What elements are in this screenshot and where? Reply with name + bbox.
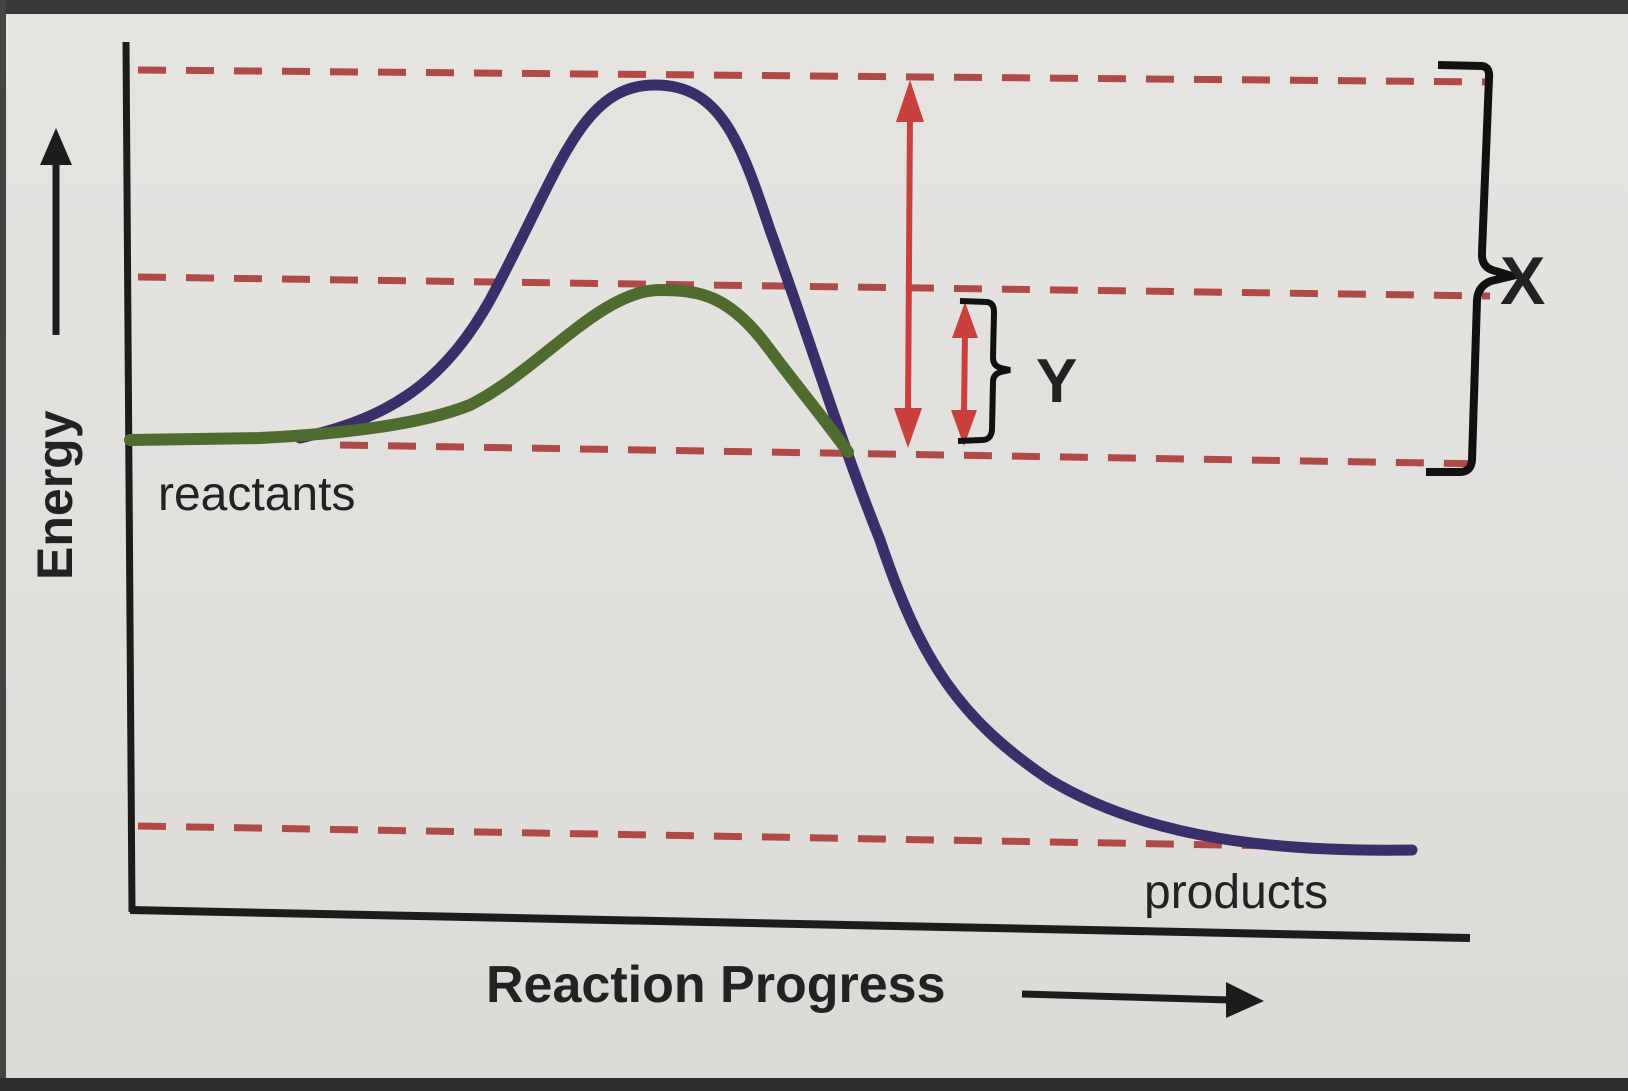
- catalyzed-curve: [124, 283, 854, 458]
- photo-border-top: [0, 0, 1628, 14]
- x-axis-label: Reaction Progress: [486, 956, 946, 1014]
- energy-axis-arrow-icon: [40, 128, 72, 335]
- bracket-y-icon: [957, 298, 1011, 444]
- products-label: products: [1144, 866, 1328, 919]
- bracket-x-icon: [1426, 61, 1528, 476]
- reactants-label: reactants: [158, 468, 355, 521]
- photo-border-left: [0, 0, 6, 1091]
- dashed-reference-lines: [137, 66, 1491, 850]
- bracket-y-label: Y: [1036, 347, 1077, 416]
- dashed-line-products: [137, 822, 1281, 850]
- uncatalyzed-curve: [294, 79, 1418, 856]
- dashed-line-reactants: [339, 441, 1491, 468]
- progress-axis-arrow-icon: [1021, 982, 1264, 1018]
- photo-border-bottom: [0, 1078, 1628, 1091]
- y-axis: [122, 41, 136, 913]
- x-axis: [129, 906, 1471, 942]
- dashed-line-catalyzed-peak: [137, 273, 1491, 300]
- dashed-line-uncatalyzed-peak: [137, 66, 1491, 86]
- axes: [122, 41, 1471, 942]
- y-axis-label: Energy: [27, 410, 83, 580]
- bracket-x-label: X: [1500, 243, 1545, 319]
- activation-energy-catalyzed-arrow-icon: [951, 302, 978, 446]
- activation-energy-uncatalyzed-arrow-icon: [894, 80, 924, 448]
